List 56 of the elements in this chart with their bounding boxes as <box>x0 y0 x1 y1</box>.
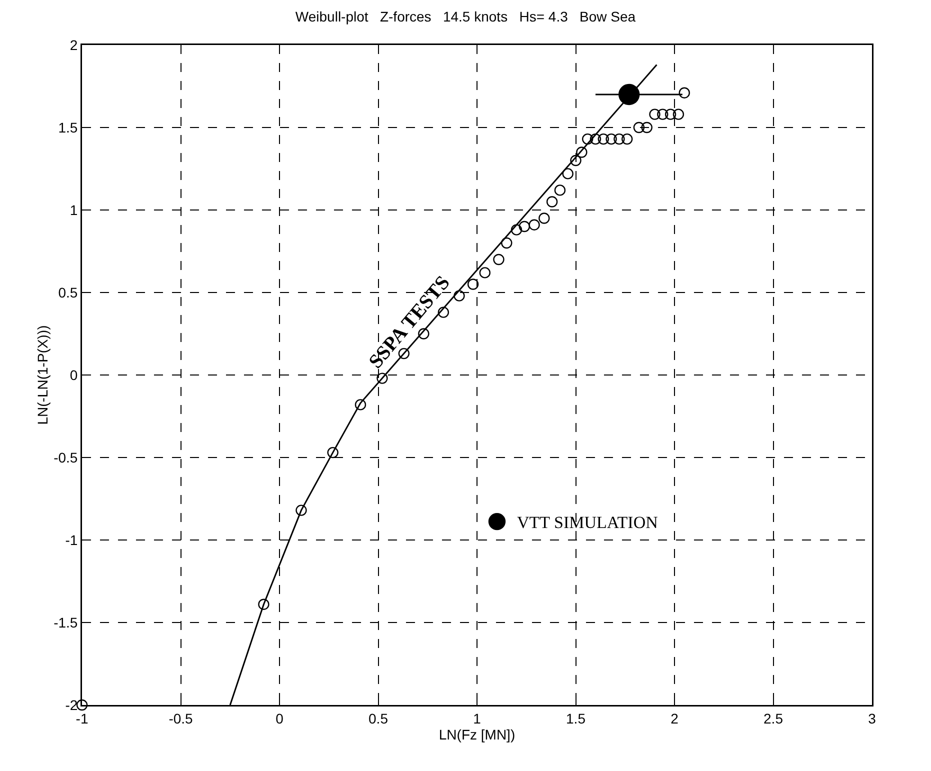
point <box>354 399 366 410</box>
point <box>546 196 558 208</box>
point <box>467 278 479 290</box>
chart-title: Weibull-plot Z-forces 14.5 knots Hs= 4.3 Bow Sea <box>295 8 636 24</box>
point <box>582 133 594 145</box>
point <box>657 108 668 120</box>
x-tick-label: 2.5 <box>764 710 784 726</box>
point <box>570 154 582 166</box>
y-tick-label: 1 <box>70 202 78 218</box>
point <box>576 146 588 158</box>
point <box>510 224 522 236</box>
x-tick-label: 3 <box>868 710 876 726</box>
point <box>562 168 574 180</box>
x-tick-label: 0 <box>276 710 284 726</box>
point <box>538 212 550 224</box>
y-tick-label: 0.5 <box>58 284 78 300</box>
point <box>528 219 540 230</box>
point <box>479 267 490 278</box>
point <box>554 184 566 196</box>
legend-label: VTT SIMULATION <box>517 513 658 532</box>
point <box>418 328 430 340</box>
x-tick-label: -0.5 <box>168 710 194 726</box>
point <box>622 133 633 145</box>
point <box>501 237 512 249</box>
point <box>633 122 645 134</box>
point <box>590 133 602 145</box>
point <box>641 122 652 134</box>
y-tick-label: -1.5 <box>54 614 78 630</box>
point <box>598 133 609 145</box>
point <box>664 108 676 120</box>
point <box>618 84 640 106</box>
point <box>296 504 307 516</box>
x-tick-label: 1.5 <box>566 710 586 726</box>
x-tick-label: 2 <box>670 710 679 726</box>
point <box>518 220 530 232</box>
y-tick-label: 0 <box>70 366 78 383</box>
point <box>606 133 617 145</box>
point <box>649 108 660 120</box>
y-axis-title: LN(-LN(1-P(X))) <box>34 325 50 425</box>
y-tick-label: 2 <box>70 36 78 53</box>
y-tick-label: -1 <box>65 532 78 548</box>
point <box>258 598 270 610</box>
point <box>454 290 465 302</box>
y-tick-label: -0.5 <box>54 449 78 466</box>
x-tick-label: 1 <box>473 710 482 726</box>
point <box>76 699 88 711</box>
point <box>376 372 388 384</box>
point <box>614 133 625 145</box>
point <box>493 254 504 266</box>
point <box>672 108 684 120</box>
y-tick-label: 1.5 <box>58 119 78 136</box>
point <box>678 87 690 98</box>
x-axis-title: LN(Fz [MN]) <box>438 726 516 742</box>
point <box>327 446 338 458</box>
y-tick-label: -2 <box>65 696 78 713</box>
x-tick-label: 0.5 <box>368 710 388 726</box>
